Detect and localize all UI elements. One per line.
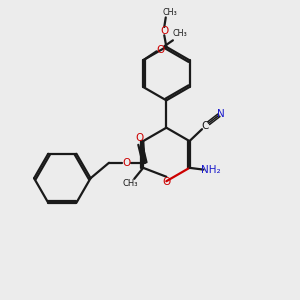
Text: CH₃: CH₃ [123,179,138,188]
Text: CH₃: CH₃ [173,29,188,38]
Text: O: O [156,45,164,55]
Text: O: O [162,177,170,187]
Text: O: O [136,134,144,143]
Text: C: C [201,121,209,131]
Text: O: O [160,26,168,36]
Text: NH₂: NH₂ [201,165,221,175]
Text: CH₃: CH₃ [163,8,178,17]
Text: O: O [122,158,130,168]
Text: N: N [217,109,224,119]
